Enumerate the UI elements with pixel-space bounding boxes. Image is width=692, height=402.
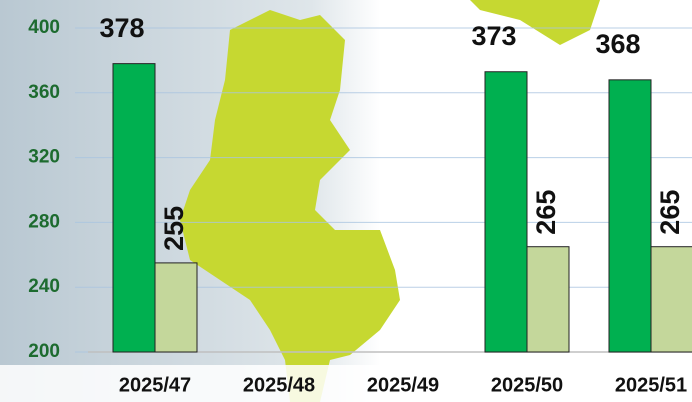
bar — [650, 246, 692, 353]
bar — [484, 71, 528, 353]
y-tick-label: 360 — [28, 82, 60, 103]
x-tick-label: 2025/51 — [615, 374, 687, 396]
x-axis-band — [0, 365, 692, 402]
data-label: 265 — [655, 190, 685, 235]
y-tick-label: 240 — [28, 276, 60, 297]
bar — [608, 79, 652, 353]
map-shape — [180, 10, 400, 402]
data-label: 255 — [159, 206, 189, 251]
y-tick-label: 320 — [28, 147, 60, 168]
y-tick-label: 400 — [28, 17, 60, 38]
x-tick-label: 2025/47 — [119, 374, 191, 396]
x-tick-label: 2025/49 — [367, 374, 439, 396]
data-label: 265 — [531, 190, 561, 235]
bar — [154, 262, 198, 353]
data-label: 368 — [595, 29, 640, 59]
map-shape — [470, 0, 600, 45]
y-tick-label: 200 — [28, 341, 60, 362]
data-label: 373 — [471, 21, 516, 51]
data-label: 378 — [99, 13, 144, 43]
x-tick-label: 2025/48 — [243, 374, 315, 396]
bar — [112, 63, 156, 353]
y-tick-label: 280 — [28, 211, 60, 232]
bar — [526, 246, 570, 353]
x-tick-label: 2025/50 — [491, 374, 563, 396]
